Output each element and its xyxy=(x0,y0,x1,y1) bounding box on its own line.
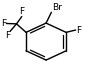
Text: Br: Br xyxy=(52,3,62,12)
Text: F: F xyxy=(5,31,10,41)
Text: F: F xyxy=(76,26,81,34)
Text: F: F xyxy=(1,19,6,28)
Text: F: F xyxy=(19,7,24,16)
